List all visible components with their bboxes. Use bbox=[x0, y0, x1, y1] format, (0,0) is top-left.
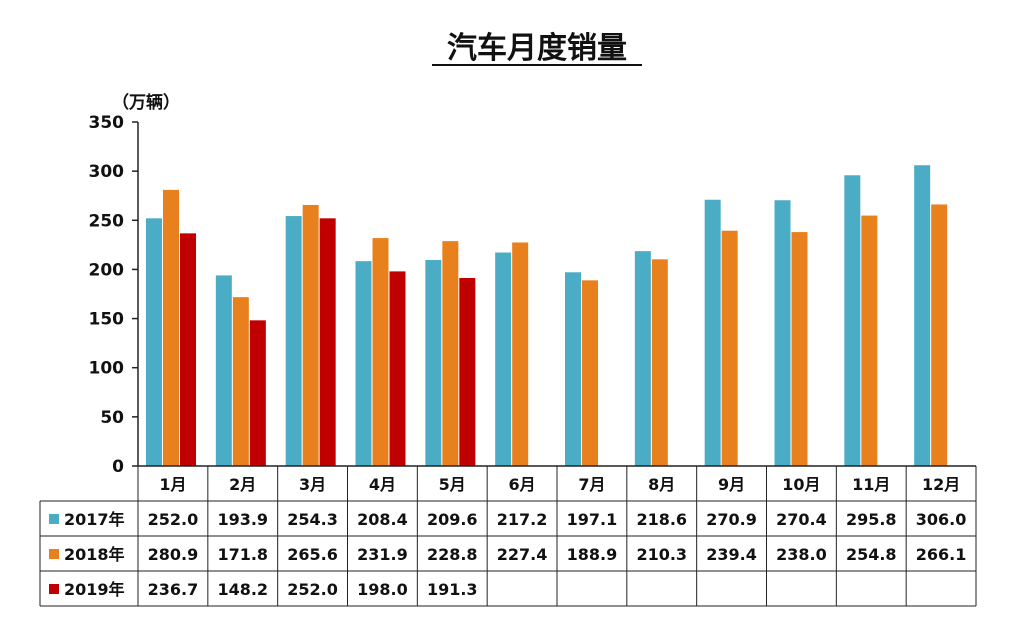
x-category-label: 6月 bbox=[509, 475, 536, 494]
data-label: 239.4 bbox=[706, 545, 757, 564]
unit-label: （万辆） bbox=[112, 92, 180, 113]
chart-title: 汽车月度销量 bbox=[447, 31, 627, 66]
data-label: 270.4 bbox=[776, 510, 827, 529]
bar-2-4 bbox=[459, 277, 476, 466]
bar-0-6 bbox=[565, 272, 581, 466]
data-label: 254.3 bbox=[287, 510, 338, 529]
data-label: 148.2 bbox=[217, 580, 268, 599]
x-category-label: 2月 bbox=[229, 475, 256, 494]
data-label: 238.0 bbox=[776, 545, 827, 564]
x-category-label: 12月 bbox=[922, 475, 960, 494]
y-tick-label: 100 bbox=[89, 359, 125, 379]
legend-swatch bbox=[49, 549, 59, 559]
bar-1-9 bbox=[791, 232, 808, 466]
x-category-label: 1月 bbox=[159, 475, 186, 494]
y-tick-label: 150 bbox=[89, 310, 125, 330]
data-label: 231.9 bbox=[357, 545, 408, 564]
bar-1-3 bbox=[372, 238, 389, 466]
bar-0-4 bbox=[425, 259, 442, 466]
bar-1-4 bbox=[442, 241, 459, 466]
bar-0-7 bbox=[634, 251, 651, 466]
bar-1-8 bbox=[721, 230, 738, 466]
bar-1-0 bbox=[163, 189, 179, 466]
data-label: 227.4 bbox=[497, 545, 548, 564]
x-category-label: 11月 bbox=[852, 475, 890, 494]
data-label: 209.6 bbox=[427, 510, 478, 529]
legend-label: 2018年 bbox=[64, 545, 125, 564]
bar-0-2 bbox=[285, 216, 302, 466]
bar-1-11 bbox=[931, 204, 948, 466]
legend-label: 2017年 bbox=[64, 510, 125, 529]
bar-1-10 bbox=[861, 215, 878, 466]
data-label: 266.1 bbox=[916, 545, 967, 564]
x-category-label: 5月 bbox=[439, 475, 466, 494]
y-tick-label: 300 bbox=[89, 162, 125, 182]
data-label: 188.9 bbox=[567, 545, 618, 564]
x-category-label: 4月 bbox=[369, 475, 396, 494]
bar-1-5 bbox=[512, 242, 529, 466]
x-category-label: 10月 bbox=[782, 475, 820, 494]
data-label: 265.6 bbox=[287, 545, 338, 564]
y-tick-label: 250 bbox=[89, 211, 125, 231]
legend-swatch bbox=[49, 584, 59, 594]
bar-2-2 bbox=[319, 218, 336, 466]
bar-1-6 bbox=[582, 280, 598, 466]
y-tick-label: 0 bbox=[112, 457, 124, 477]
bar-0-3 bbox=[355, 261, 372, 466]
data-label: 208.4 bbox=[357, 510, 408, 529]
bar-1-2 bbox=[302, 204, 319, 467]
data-label: 198.0 bbox=[357, 580, 408, 599]
data-label: 306.0 bbox=[916, 510, 967, 529]
bar-0-10 bbox=[844, 175, 861, 466]
data-label: 252.0 bbox=[287, 580, 338, 599]
data-label: 236.7 bbox=[148, 580, 199, 599]
data-label: 193.9 bbox=[217, 510, 268, 529]
bar-2-1 bbox=[249, 320, 266, 466]
y-tick-label: 50 bbox=[100, 408, 124, 428]
y-tick-label: 200 bbox=[89, 260, 125, 280]
legend-label: 2019年 bbox=[64, 580, 125, 599]
legend-swatch bbox=[49, 514, 59, 524]
data-label: 295.8 bbox=[846, 510, 897, 529]
x-category-label: 9月 bbox=[718, 475, 745, 494]
data-label: 217.2 bbox=[497, 510, 548, 529]
bar-2-3 bbox=[389, 271, 406, 466]
data-label: 191.3 bbox=[427, 580, 478, 599]
bar-0-11 bbox=[914, 165, 931, 466]
bar-0-1 bbox=[215, 275, 232, 466]
data-label: 171.8 bbox=[217, 545, 268, 564]
x-category-label: 7月 bbox=[578, 475, 605, 494]
x-category-label: 3月 bbox=[299, 475, 326, 494]
data-label: 254.8 bbox=[846, 545, 897, 564]
data-label: 218.6 bbox=[636, 510, 687, 529]
y-tick-label: 350 bbox=[89, 113, 125, 133]
data-label: 210.3 bbox=[636, 545, 687, 564]
bar-1-7 bbox=[651, 259, 668, 466]
bar-0-0 bbox=[146, 218, 162, 466]
data-label: 270.9 bbox=[706, 510, 757, 529]
bar-0-5 bbox=[495, 252, 512, 466]
data-label: 228.8 bbox=[427, 545, 478, 564]
data-label: 197.1 bbox=[567, 510, 618, 529]
data-label: 280.9 bbox=[148, 545, 199, 564]
bar-0-8 bbox=[704, 199, 721, 466]
bar-0-9 bbox=[774, 200, 791, 467]
x-category-label: 8月 bbox=[648, 475, 675, 494]
bar-1-1 bbox=[232, 297, 249, 466]
bar-2-0 bbox=[180, 233, 196, 466]
data-label: 252.0 bbox=[148, 510, 199, 529]
